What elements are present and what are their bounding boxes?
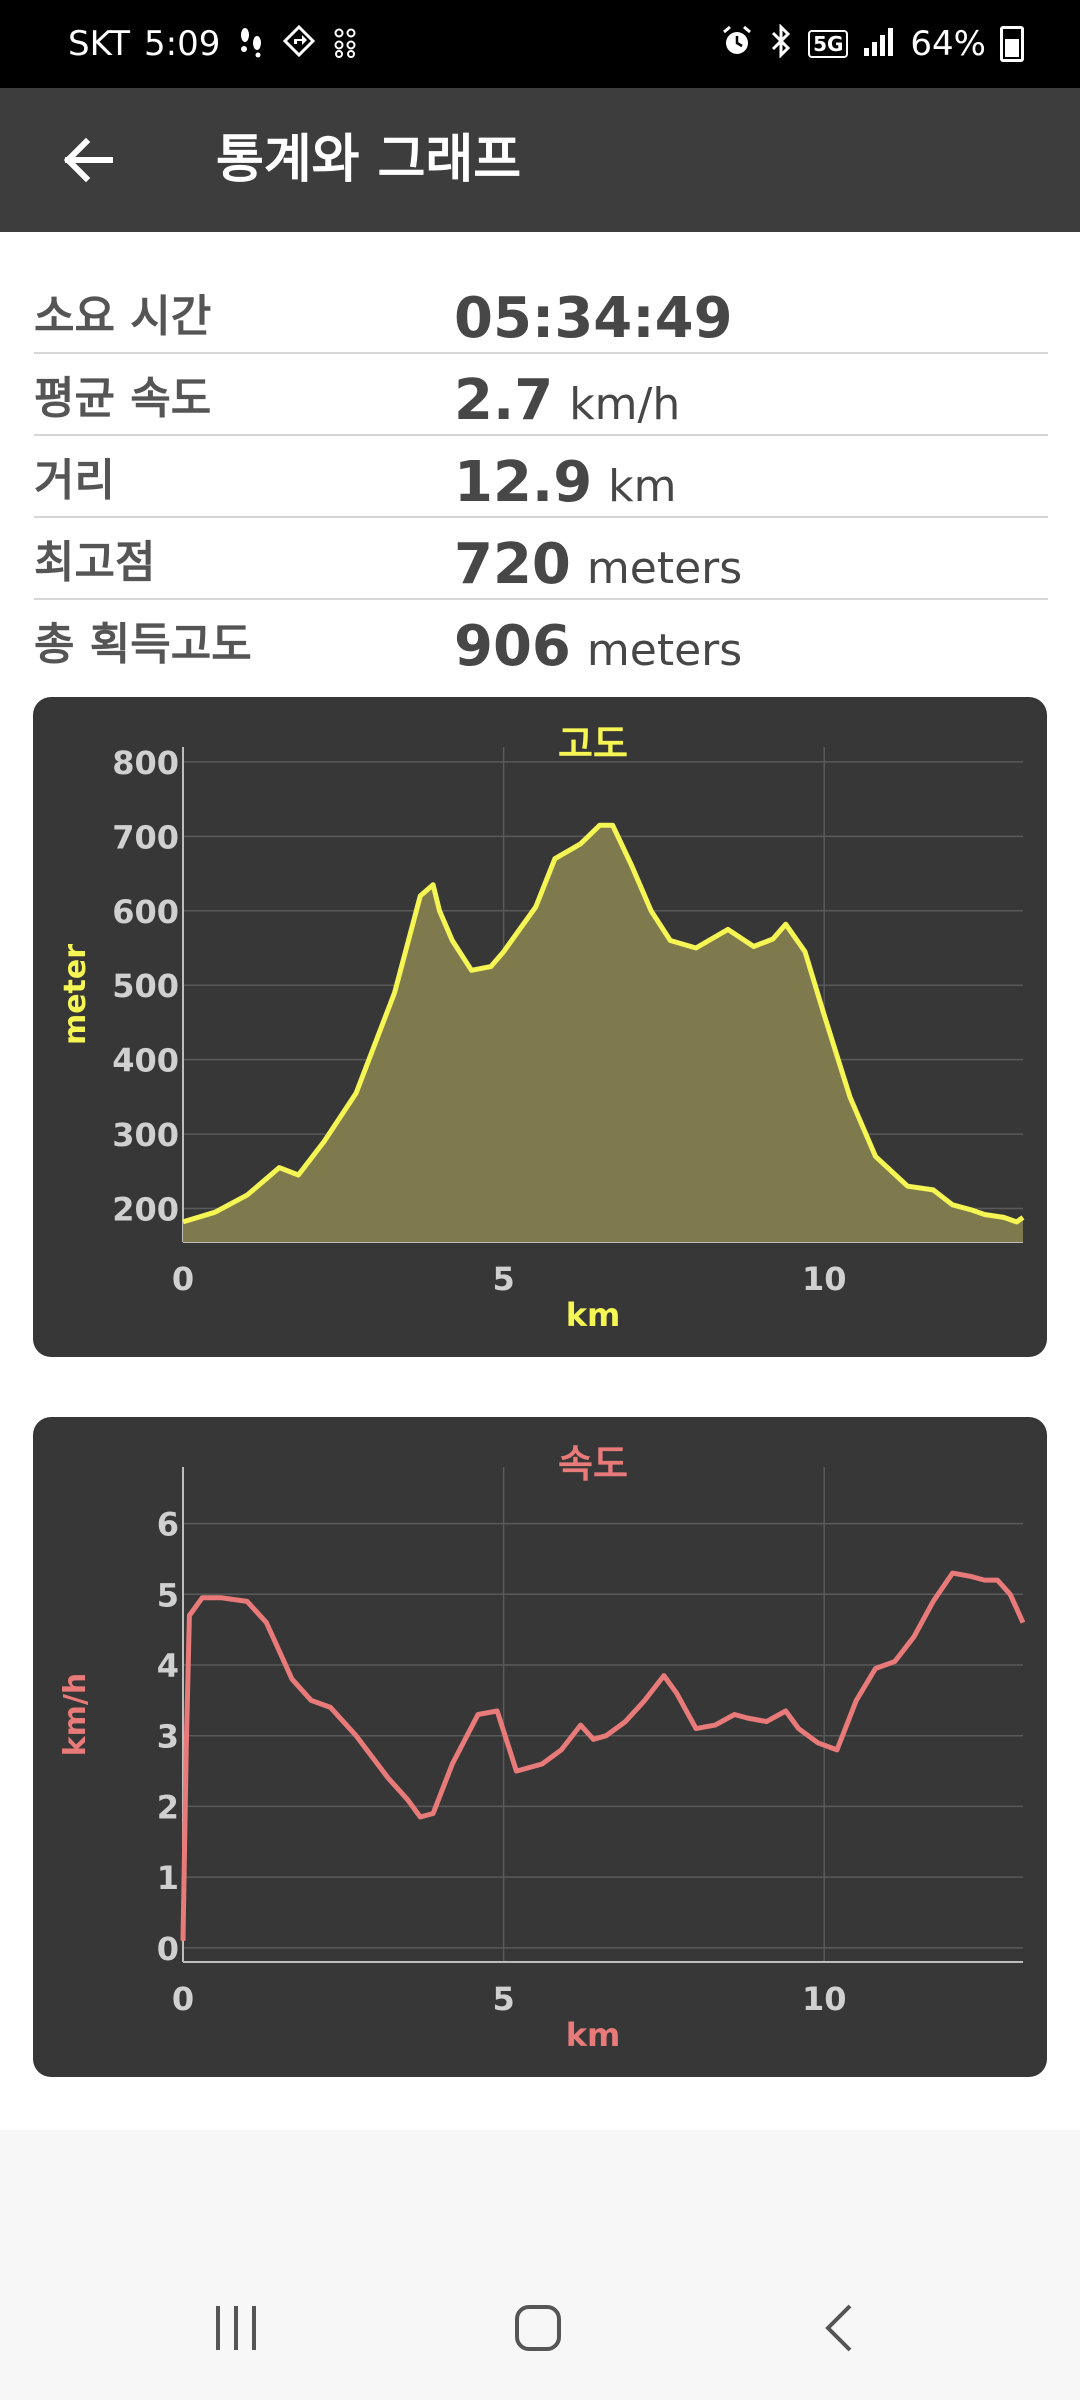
navigation-icon [282, 24, 316, 64]
y-tick-label: 2 [157, 1788, 179, 1826]
5g-icon: 5G [808, 30, 849, 58]
y-tick-label: 0 [157, 1930, 179, 1968]
recent-apps-button[interactable] [176, 2286, 296, 2370]
carrier-label: SKT [68, 24, 131, 64]
grid-dots-icon [330, 24, 364, 64]
stat-number: 2.7 [454, 368, 554, 433]
x-tick-label: 0 [172, 1980, 194, 2018]
stat-label: 총 획득고도 [34, 619, 252, 670]
stat-label: 평균 속도 [34, 373, 212, 424]
stat-row-elevation-gain: 총 획득고도 906 meters [34, 600, 1048, 680]
stat-number: 720 [454, 532, 571, 597]
home-button[interactable] [478, 2286, 598, 2370]
stat-label: 거리 [34, 455, 115, 506]
chart-title: 고도 [558, 722, 628, 766]
stats-list: 소요 시간 05:34:49 평균 속도 2.7 km/h 거리 12.9 km 최… [34, 272, 1048, 680]
chart-title: 속도 [558, 1442, 628, 1486]
stat-unit: km [608, 461, 677, 512]
content-panel: 소요 시간 05:34:49 평균 속도 2.7 km/h 거리 12.9 km 최… [0, 232, 1080, 2130]
stat-number: 12.9 [454, 450, 593, 515]
series-area [183, 825, 1023, 1242]
speed-chart: 0 1 2 3 4 5 6 0 5 10 속도 km km/h [58, 1442, 1026, 2054]
x-axis-label: km [566, 2016, 621, 2054]
stat-number: 906 [454, 614, 571, 679]
stat-value: 720 meters [454, 532, 742, 597]
x-tick-label: 0 [172, 1260, 194, 1298]
stat-value: 2.7 km/h [454, 368, 680, 433]
y-tick-label: 400 [112, 1042, 179, 1080]
y-axis-label: meter [58, 944, 93, 1045]
x-tick-label: 10 [802, 1980, 847, 2018]
signal-icon [862, 26, 896, 62]
plot-area: 0 1 2 3 4 5 6 0 5 10 [157, 1467, 1026, 2018]
home-icon [515, 2305, 561, 2351]
stat-unit: meters [586, 543, 743, 594]
footsteps-icon [234, 24, 268, 64]
y-tick-label: 600 [112, 893, 179, 931]
y-axis-label: km/h [58, 1673, 93, 1757]
recent-apps-icon [216, 2306, 256, 2350]
system-back-button[interactable] [780, 2286, 900, 2370]
y-tick-label: 4 [157, 1647, 179, 1685]
status-right: 5G 64% [720, 0, 1024, 88]
series-line [182, 822, 1025, 1225]
stat-row-max-elevation: 최고점 720 meters [34, 518, 1048, 600]
y-tick-label: 300 [112, 1116, 179, 1154]
y-tick-label: 500 [112, 967, 179, 1005]
y-tick-label: 200 [112, 1191, 179, 1229]
plot-area: 200 300 400 500 600 700 800 0 5 10 [112, 744, 1025, 1298]
y-tick-label: 800 [112, 744, 179, 782]
battery-icon [1000, 26, 1024, 62]
y-tick-label: 3 [157, 1718, 179, 1756]
y-tick-label: 6 [157, 1506, 179, 1544]
stat-row-avg-speed: 평균 속도 2.7 km/h [34, 354, 1048, 436]
back-icon [825, 2304, 852, 2352]
status-bar: SKT 5:09 5G 64% [0, 0, 1080, 88]
stat-value: 906 meters [454, 614, 742, 679]
alarm-icon [720, 24, 754, 64]
series-line [180, 1570, 1026, 1941]
stat-value: 05:34:49 [454, 286, 733, 351]
stat-value: 12.9 km [454, 450, 677, 515]
stat-number: 05:34:49 [454, 286, 733, 351]
status-left: SKT 5:09 [68, 0, 364, 88]
x-tick-label: 5 [492, 1260, 514, 1298]
x-tick-label: 5 [492, 1980, 514, 2018]
stat-label: 최고점 [34, 537, 156, 588]
x-tick-label: 10 [802, 1260, 847, 1298]
stat-row-duration: 소요 시간 05:34:49 [34, 272, 1048, 354]
back-button[interactable] [52, 124, 124, 196]
stat-unit: km/h [569, 379, 681, 430]
speed-chart-card: 0 1 2 3 4 5 6 0 5 10 속도 km km/h [33, 1417, 1047, 2077]
stat-unit: meters [586, 625, 743, 676]
bluetooth-icon [768, 23, 794, 64]
elevation-chart-card: 200 300 400 500 600 700 800 0 5 10 고도 km meter [33, 697, 1047, 1357]
arrow-left-icon [63, 137, 113, 183]
y-tick-label: 1 [157, 1859, 179, 1897]
y-tick-label: 5 [157, 1576, 179, 1614]
x-axis-label: km [566, 1296, 621, 1334]
battery-percent: 64% [910, 24, 986, 64]
app-bar: 통계와 그래프 [0, 88, 1080, 232]
stat-label: 소요 시간 [34, 291, 212, 342]
page-title: 통계와 그래프 [216, 130, 522, 190]
elevation-chart: 200 300 400 500 600 700 800 0 5 10 고도 km meter [58, 722, 1025, 1334]
navigation-bar [0, 2256, 1080, 2400]
y-tick-label: 700 [112, 818, 179, 856]
clock: 5:09 [144, 24, 221, 64]
stat-row-distance: 거리 12.9 km [34, 436, 1048, 518]
